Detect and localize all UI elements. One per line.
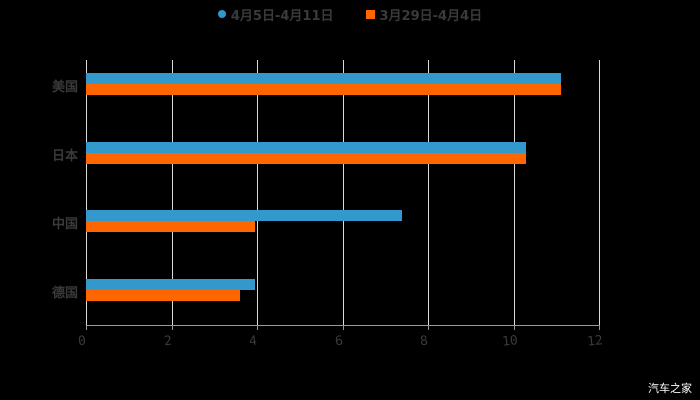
legend-item-series-2[interactable]: 3月29日-4月4日 [365, 5, 483, 24]
x-tick [171, 325, 173, 330]
category-label: 日本 [51, 149, 78, 164]
bar[interactable] [86, 84, 561, 95]
gridline [342, 60, 344, 325]
plot-area [86, 60, 600, 325]
category-label: 中国 [51, 217, 78, 232]
watermark: 汽车之家 [648, 382, 692, 395]
chart-legend: 4月5日-4月11日 3月29日-4月4日 [0, 4, 700, 24]
x-tick [513, 325, 515, 330]
x-tick-label: 4 [248, 333, 258, 350]
x-tick-label: 0 [77, 333, 87, 350]
gridline [599, 60, 600, 325]
x-tick-label: 8 [419, 333, 429, 350]
category-label: 德国 [51, 286, 78, 301]
x-tick [257, 325, 258, 330]
legend-label: 4月5日-4月11日 [230, 8, 334, 24]
gridline [171, 60, 173, 325]
category-label: 美国 [51, 80, 78, 95]
x-tick-label: 12 [586, 333, 604, 350]
gridline [86, 60, 87, 325]
bar[interactable] [86, 221, 255, 232]
x-tick [342, 325, 344, 330]
legend-label: 3月29日-4月4日 [379, 8, 483, 24]
x-tick [428, 325, 429, 330]
bar[interactable] [86, 210, 403, 221]
bar[interactable] [86, 142, 527, 153]
square-marker-icon [365, 9, 375, 19]
circle-marker-icon [217, 10, 226, 18]
bar[interactable] [86, 290, 240, 301]
bar[interactable] [86, 153, 527, 164]
gridline [513, 60, 515, 325]
gridline [257, 60, 258, 325]
x-tick-label: 6 [333, 333, 344, 350]
bar[interactable] [86, 279, 255, 290]
x-tick-label: 10 [500, 333, 519, 350]
bar[interactable] [86, 73, 561, 84]
x-tick-label: 2 [162, 333, 173, 350]
x-tick [599, 325, 600, 330]
legend-item-series-1[interactable]: 4月5日-4月11日 [217, 5, 334, 24]
x-tick [86, 325, 87, 330]
gridline [428, 60, 429, 325]
